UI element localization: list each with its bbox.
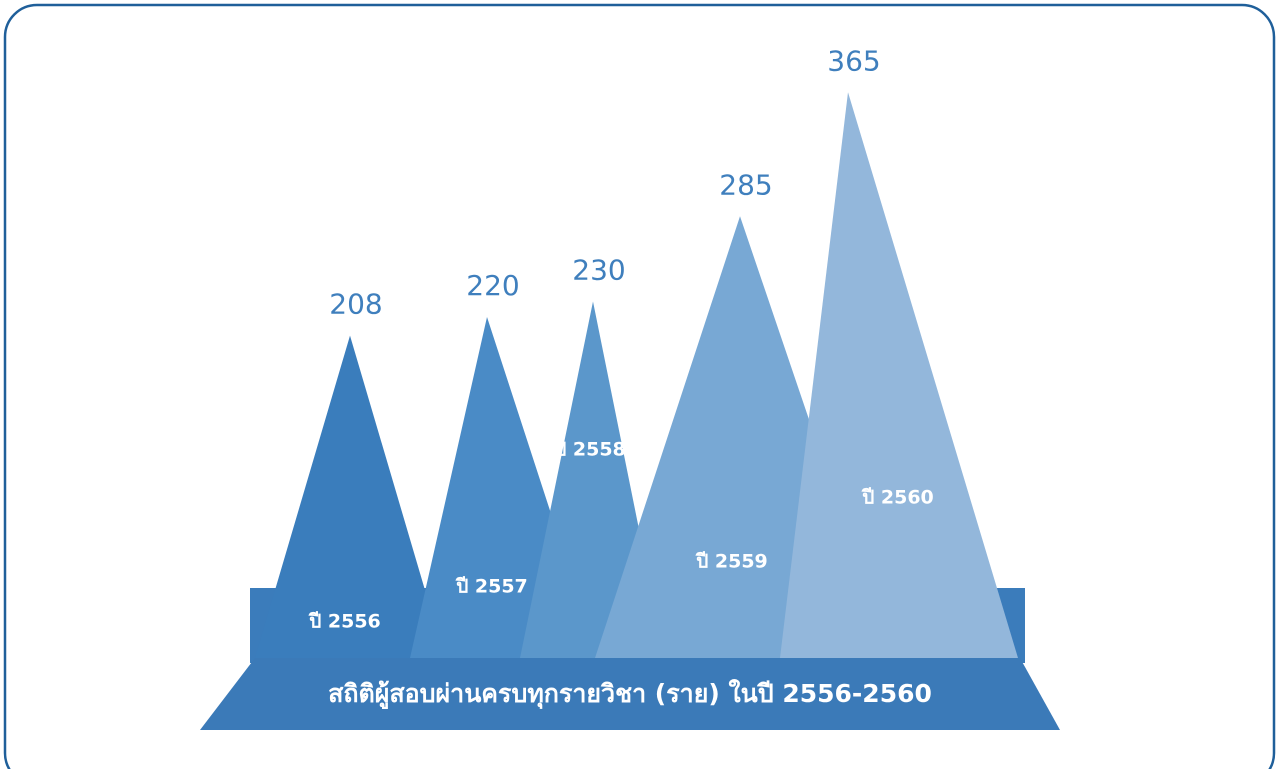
chart-title: สถิติผู้สอบผ่านครบทุกรายวิชา (ราย) ในปี …	[328, 678, 932, 710]
category-label: ปี 2558	[553, 439, 625, 461]
title-plate	[200, 658, 1060, 730]
mountains	[255, 92, 1018, 658]
mountain	[255, 335, 445, 658]
category-label: ปี 2559	[695, 551, 767, 573]
category-label: ปี 2560	[861, 487, 933, 509]
value-label: 230	[572, 254, 625, 287]
category-label: ปี 2557	[455, 576, 527, 598]
category-label: ปี 2556	[308, 611, 380, 633]
value-label: 365	[827, 44, 880, 77]
mountain	[780, 92, 1018, 658]
value-label: 285	[719, 168, 772, 201]
value-label: 220	[466, 269, 519, 302]
value-label: 208	[329, 288, 382, 321]
